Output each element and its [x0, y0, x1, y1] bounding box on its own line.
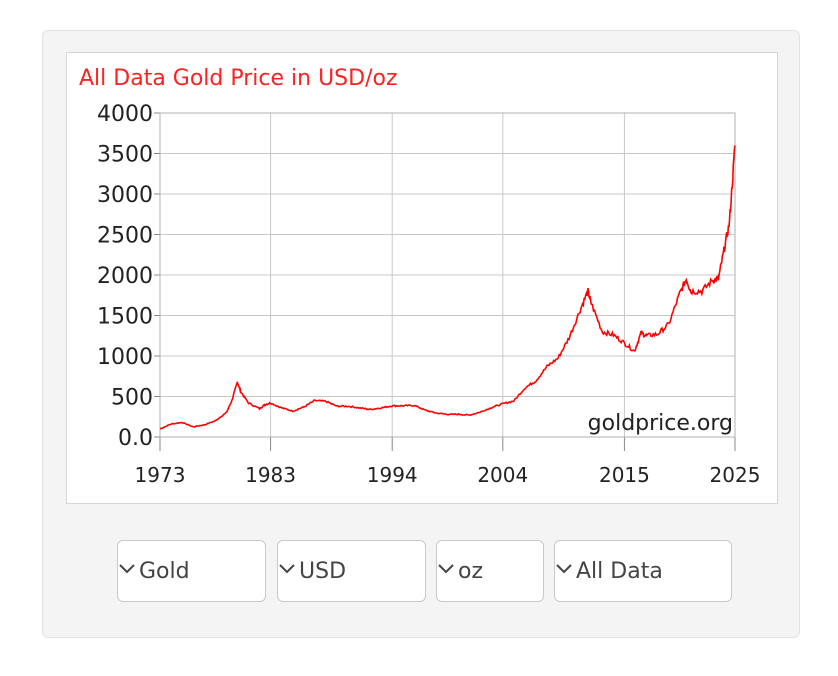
chart-title: All Data Gold Price in USD/oz: [79, 66, 398, 91]
chevron-down-icon: [279, 564, 295, 574]
x-tick-label: 2004: [477, 463, 528, 487]
chart-frame: [66, 52, 778, 504]
chevron-down-icon: [438, 564, 454, 574]
currency-select[interactable]: USD: [277, 540, 426, 602]
range-select[interactable]: All Data: [554, 540, 732, 602]
metal-select-value: Gold: [139, 559, 190, 584]
y-tick-label: 3000: [97, 183, 153, 208]
y-tick-label: 3500: [97, 143, 153, 168]
y-tick-label: 4000: [97, 102, 153, 127]
y-tick-label: 500: [111, 386, 153, 411]
x-tick-label: 1973: [135, 463, 186, 487]
y-tick-label: 0.0: [118, 426, 153, 451]
y-axis-ticks: 0.0 500 1000 1500 2000 2500 3000 3500 4000: [97, 102, 153, 451]
x-axis-ticks: 1973 1983 1994 2004 2015 2025: [135, 463, 761, 487]
metal-select[interactable]: Gold: [117, 540, 266, 602]
chart-watermark: goldprice.org: [588, 411, 733, 436]
y-tick-label: 1500: [97, 305, 153, 330]
x-tick-label: 2015: [599, 463, 650, 487]
x-tick-label: 2025: [710, 463, 761, 487]
unit-select-value: oz: [458, 559, 484, 584]
x-tick-label: 1994: [367, 463, 418, 487]
y-tick-label: 1000: [97, 345, 153, 370]
y-tick-label: 2500: [97, 224, 153, 249]
range-select-value: All Data: [576, 559, 663, 584]
plot-area-border: [159, 112, 736, 438]
y-tick-label: 2000: [97, 264, 153, 289]
chevron-down-icon: [119, 564, 135, 574]
series-line-gold-price: [159, 145, 736, 430]
unit-select[interactable]: oz: [436, 540, 544, 602]
currency-select-value: USD: [299, 559, 347, 584]
chevron-down-icon: [556, 564, 572, 574]
chart-grid: [154, 112, 736, 451]
x-tick-label: 1983: [245, 463, 296, 487]
